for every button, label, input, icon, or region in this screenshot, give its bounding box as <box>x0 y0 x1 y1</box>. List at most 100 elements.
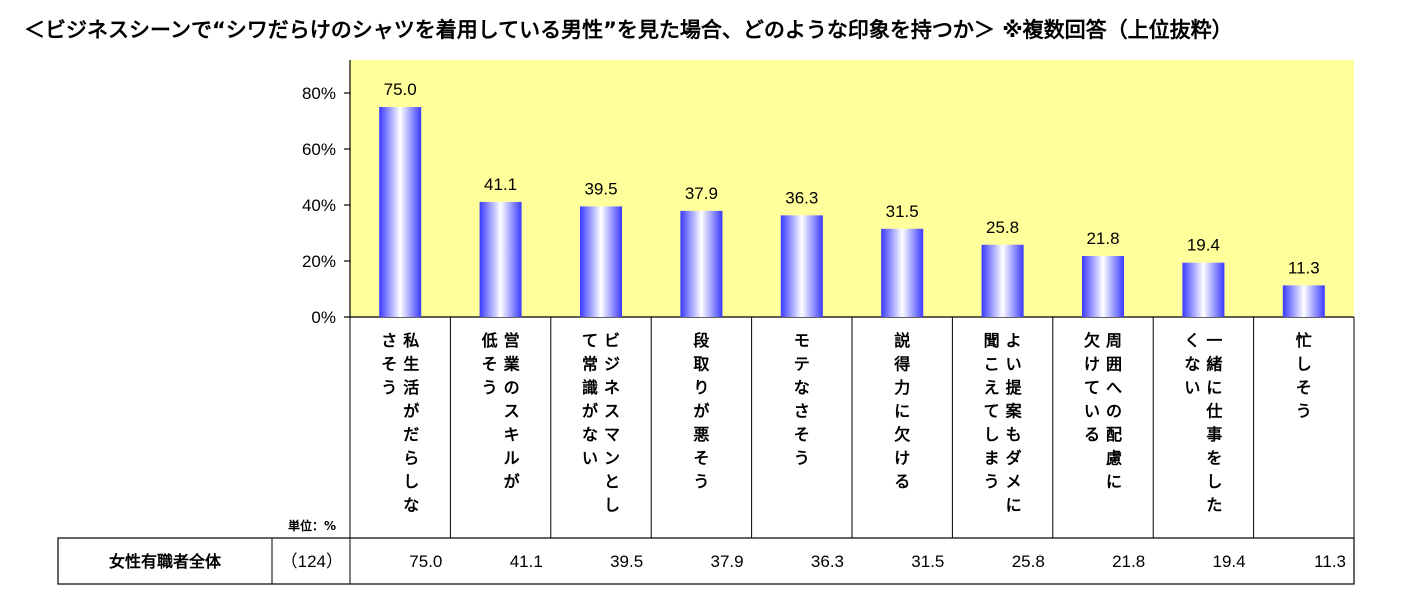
category-label-char: ま <box>984 449 1000 468</box>
category-label-char: て <box>582 331 598 350</box>
table-cell-value: 41.1 <box>510 552 543 571</box>
category-label-char: 力 <box>894 378 910 397</box>
table-cell-value: 19.4 <box>1213 552 1246 571</box>
category-label-char: の <box>1106 402 1122 421</box>
bar-data-label: 21.8 <box>1086 229 1119 248</box>
bar <box>981 244 1024 317</box>
table-cell-value: 31.5 <box>911 552 944 571</box>
category-label-char: 悪 <box>693 425 709 444</box>
category-label-char: ン <box>604 449 620 468</box>
category-label-char: な <box>794 378 810 397</box>
bar-data-label: 37.9 <box>685 184 718 203</box>
category-label-char: 仕 <box>1205 402 1222 421</box>
category-label-char: し <box>403 472 419 491</box>
category-label-char: 事 <box>1206 425 1222 444</box>
category-label-char: が <box>693 402 709 421</box>
category-label-char: 営 <box>504 331 520 350</box>
category-label-char: そ <box>482 355 498 374</box>
bar-data-label: 11.3 <box>1288 258 1320 277</box>
category-label-char: ダ <box>1006 449 1022 468</box>
category-label-char: 欠 <box>894 425 910 444</box>
category-label-char: い <box>1006 355 1022 374</box>
category-label-char: え <box>984 378 1000 397</box>
category-label-char: 緒 <box>1206 355 1222 374</box>
table-cell-value: 39.5 <box>610 552 643 571</box>
category-label-char: 配 <box>1106 425 1122 444</box>
category-label-char: う <box>693 472 709 491</box>
category-label-char: そ <box>693 449 709 468</box>
category-label-char: 業 <box>503 355 521 374</box>
category-label-char: さ <box>381 331 397 350</box>
category-label-char: し <box>1206 472 1222 491</box>
category-label-char: ル <box>504 449 520 468</box>
category-label-char: キ <box>504 425 520 444</box>
category-label-char: 取 <box>693 355 709 374</box>
y-tick-label: 40% <box>302 196 336 215</box>
category-label-char: 欠 <box>1084 331 1100 350</box>
category-label-char: に <box>894 402 910 421</box>
category-label-char: ジ <box>604 355 620 374</box>
category-label-char: へ <box>1106 378 1122 397</box>
category-label-char: く <box>1184 331 1200 350</box>
category-label-char: け <box>894 449 910 468</box>
category-label-char: し <box>604 496 620 515</box>
y-tick-label: 0% <box>311 308 336 327</box>
category-label-char: 常 <box>582 355 598 374</box>
category-label-char: る <box>894 472 910 491</box>
category-label-char: 活 <box>403 378 419 397</box>
bar <box>580 206 622 317</box>
category-label-char: ス <box>604 402 620 421</box>
category-label-char: し <box>984 425 1000 444</box>
category-label-char: ら <box>403 449 419 468</box>
category-label-char: が <box>582 402 598 421</box>
category-label-char: こ <box>984 355 1000 374</box>
bar-data-label: 19.4 <box>1187 236 1220 255</box>
category-label-char: 低 <box>481 331 498 350</box>
category-label-char: 周 <box>1106 331 1122 350</box>
category-label-char: な <box>1184 355 1200 374</box>
table-row-label: 女性有職者全体 <box>109 552 222 571</box>
category-label-char: け <box>1084 355 1100 374</box>
category-label-char: 慮 <box>1106 449 1122 468</box>
chart-title: ＜ビジネスシーンで“シワだらけのシャツを着用している男性”を見た場合、どのような… <box>24 18 1233 42</box>
table-sample-size: （124） <box>281 552 343 571</box>
bar <box>680 210 723 317</box>
category-label-char: 案 <box>1005 402 1023 421</box>
bar <box>780 215 823 317</box>
category-label-char: い <box>1184 378 1200 397</box>
category-label-char: う <box>482 378 498 397</box>
category-label-char: 提 <box>1006 378 1023 397</box>
category-label-char: 段 <box>693 331 710 350</box>
bar <box>479 201 522 317</box>
bar-data-label: 25.8 <box>986 218 1019 237</box>
unit-label: 単位：% <box>288 518 336 533</box>
bar-data-label: 31.5 <box>886 202 919 221</box>
data-table-frame <box>57 537 1355 585</box>
category-label-char: 囲 <box>1106 355 1122 374</box>
category-label-char: 説 <box>894 331 910 350</box>
category-label-char: ビ <box>604 331 620 350</box>
category-label-char: 聞 <box>984 331 1000 350</box>
category-label-char: て <box>1084 378 1100 397</box>
bar <box>1282 285 1325 317</box>
category-label-char: る <box>1084 425 1100 444</box>
category-label-char: 生 <box>403 355 419 374</box>
table-cell-value: 75.0 <box>409 552 442 571</box>
category-label-char: を <box>1206 449 1222 468</box>
bar-data-label: 75.0 <box>384 80 417 99</box>
bar <box>379 107 422 317</box>
category-label-char: も <box>1006 425 1022 444</box>
table-cell-value: 11.3 <box>1314 552 1346 571</box>
category-label-char: 識 <box>582 378 598 397</box>
y-tick-label: 60% <box>302 140 336 159</box>
category-label-char: モ <box>794 331 810 350</box>
category-label-char: な <box>582 425 598 444</box>
category-label-char: さ <box>794 402 810 421</box>
category-label-char: う <box>381 378 397 397</box>
category-label-char: そ <box>794 425 810 444</box>
category-label-char: な <box>403 496 419 515</box>
table-cell-value: 21.8 <box>1112 552 1145 571</box>
category-label-char: 一 <box>1206 331 1222 350</box>
table-cell-value: 25.8 <box>1012 552 1045 571</box>
